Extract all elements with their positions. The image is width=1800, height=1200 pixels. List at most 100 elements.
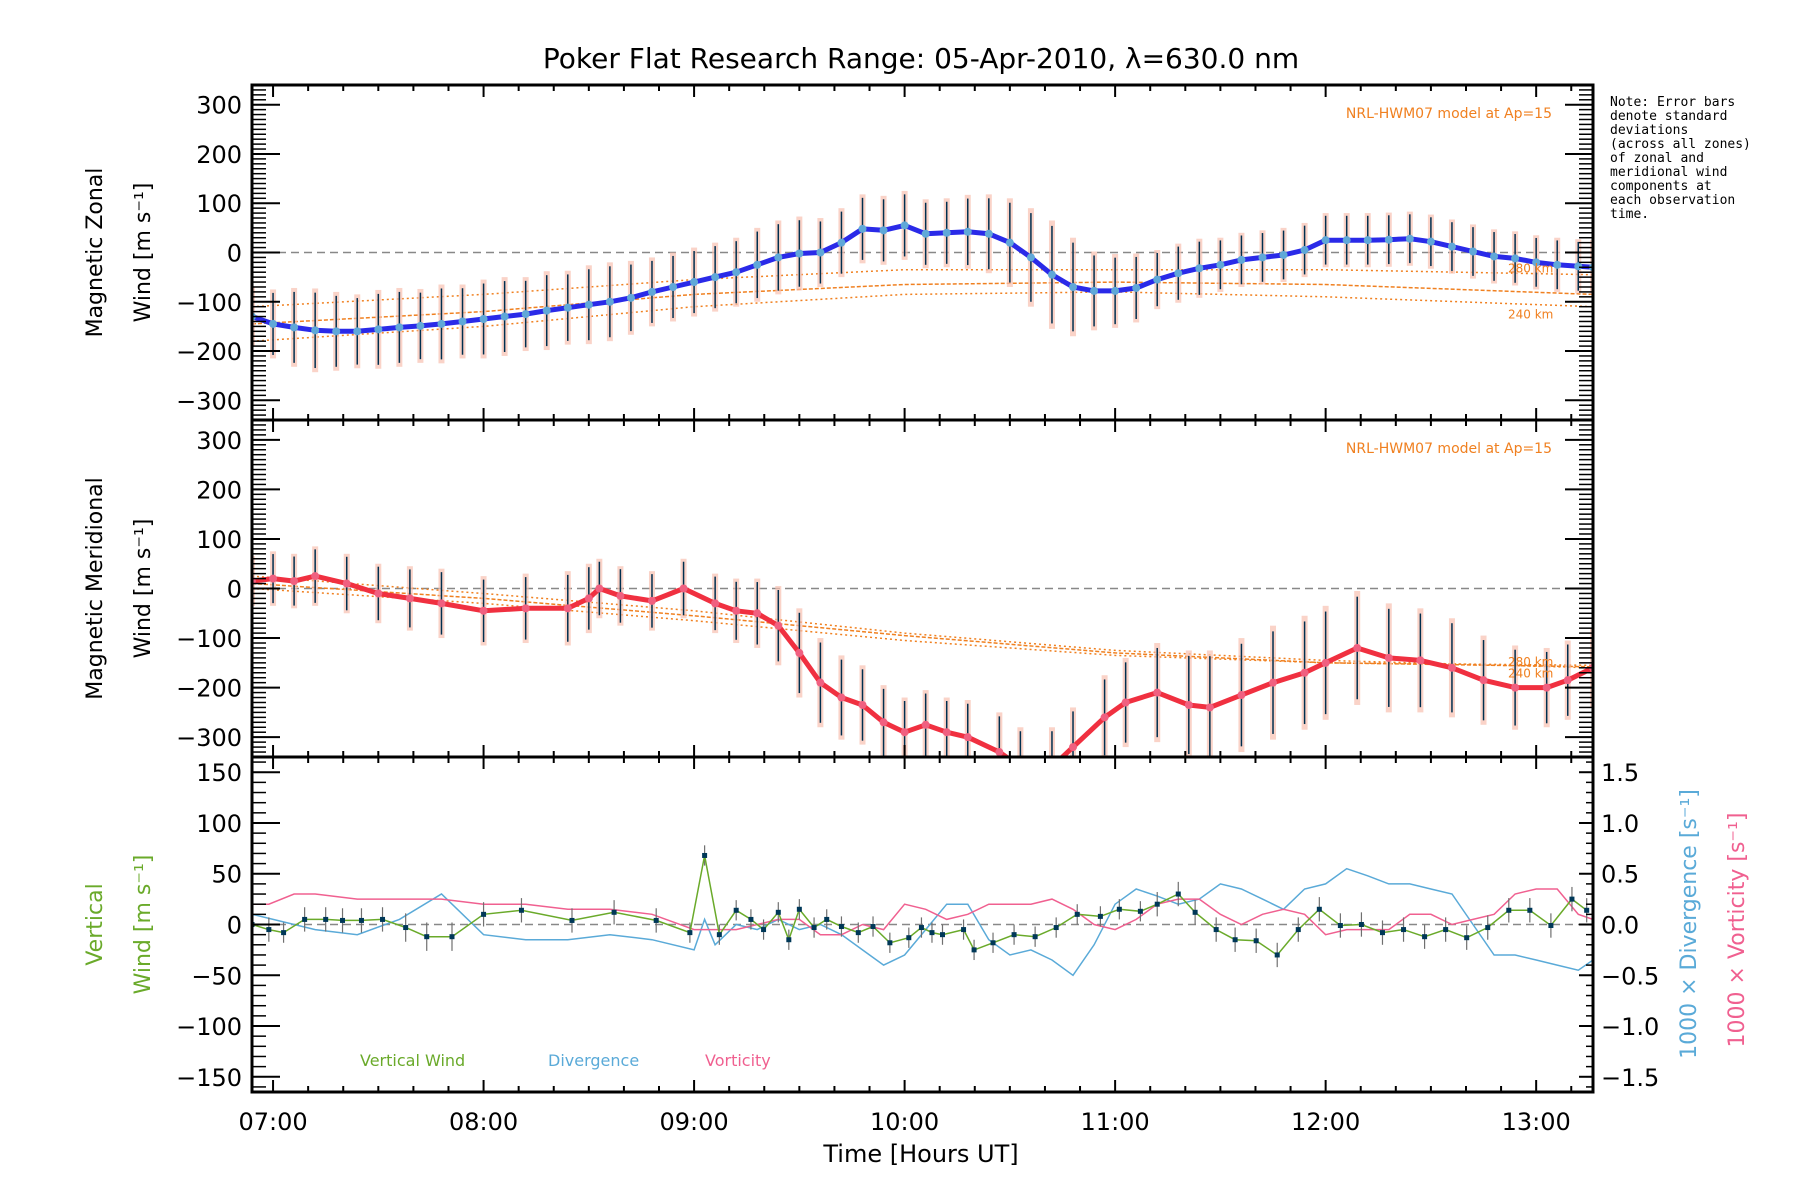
data-point <box>1384 235 1393 244</box>
data-point <box>1175 891 1181 897</box>
x-tick-label: 09:00 <box>660 1108 729 1136</box>
data-point <box>1532 258 1541 267</box>
data-point <box>1342 236 1351 245</box>
data-point <box>332 327 341 336</box>
data-point <box>1195 264 1204 273</box>
panel-zonal: NRL-HWM07 model at Ap=15 280 km 240 km 300 2… <box>83 83 1595 422</box>
data-point <box>1553 260 1562 269</box>
y-axis-label-line2: Wind [m s⁻¹] <box>131 519 156 659</box>
panel-plot-area <box>252 546 1593 771</box>
divergence-line <box>252 867 1593 977</box>
data-point <box>1154 901 1160 907</box>
data-point <box>1237 691 1246 700</box>
data-point <box>1384 653 1393 662</box>
data-point <box>1422 934 1428 940</box>
data-point <box>1116 906 1122 912</box>
error-bar-note: Note: Error bars denote standard deviati… <box>1610 95 1751 222</box>
right-tick-label: 1.5 <box>1601 759 1639 787</box>
data-point <box>796 906 802 912</box>
data-point <box>879 226 888 235</box>
data-point <box>1542 683 1551 692</box>
model-curve-280-km <box>252 268 1593 308</box>
data-point <box>1184 700 1193 709</box>
data-point <box>1048 763 1056 771</box>
data-point <box>870 924 876 930</box>
data-point <box>995 748 1004 757</box>
data-point <box>481 911 487 917</box>
data-point <box>1069 282 1078 291</box>
y-tick-label: −100 <box>176 625 242 653</box>
data-point <box>1074 911 1080 917</box>
y-tick-label: 300 <box>196 427 242 455</box>
y-tick-label: −200 <box>176 675 242 703</box>
altitude-label: 240 km <box>1508 308 1553 322</box>
data-point <box>816 678 825 687</box>
y-tick-label: 50 <box>211 861 242 889</box>
right-tick-label: 0.5 <box>1601 861 1639 889</box>
data-point <box>647 596 656 605</box>
data-point <box>748 916 754 922</box>
data-point <box>405 594 414 603</box>
panel-plot-area <box>252 845 1593 977</box>
y-tick-label: 0 <box>227 240 242 268</box>
data-point <box>887 940 893 946</box>
data-point <box>963 227 972 236</box>
altitude-label: 280 km <box>1508 262 1553 276</box>
data-point <box>595 584 604 593</box>
data-point <box>971 947 977 953</box>
data-point <box>838 924 844 930</box>
data-point <box>1121 698 1130 707</box>
y-axis-label-line1: Magnetic Meridional <box>83 477 108 699</box>
data-point <box>311 326 320 335</box>
data-point <box>1153 688 1162 697</box>
data-point <box>1192 909 1198 915</box>
y-tick-label: 0 <box>227 912 242 940</box>
data-point <box>1032 934 1038 940</box>
y-axis-label-line1: Magnetic Zonal <box>83 168 108 338</box>
data-point <box>753 609 762 618</box>
data-point <box>1090 286 1099 295</box>
y-tick-label: 100 <box>196 810 242 838</box>
data-point <box>500 312 509 321</box>
data-point <box>342 579 351 588</box>
right-axis-label-divergence: 1000 × Divergence [s⁻¹] <box>1677 789 1702 1059</box>
data-point <box>963 733 972 742</box>
y-tick-label: −200 <box>176 338 242 366</box>
data-point <box>416 321 425 330</box>
data-point <box>563 303 572 312</box>
data-point <box>918 925 924 931</box>
data-point <box>1321 658 1330 667</box>
data-point <box>1447 242 1456 251</box>
data-point <box>858 224 867 233</box>
data-point <box>269 574 278 583</box>
data-point <box>1511 254 1520 263</box>
data-point <box>702 852 708 858</box>
data-point <box>605 297 614 306</box>
altitude-label: 240 km <box>1508 666 1553 680</box>
data-point <box>1490 252 1499 261</box>
data-point <box>1279 250 1288 259</box>
data-point <box>1232 937 1238 943</box>
data-point <box>1405 234 1414 243</box>
data-point <box>1584 907 1590 913</box>
data-point <box>1569 896 1575 902</box>
data-point <box>774 253 783 262</box>
data-point <box>732 606 741 615</box>
data-point <box>403 925 409 931</box>
y-tick-label: −50 <box>191 962 242 990</box>
data-point <box>563 604 572 613</box>
data-point <box>1011 932 1017 938</box>
data-point <box>732 268 741 277</box>
data-point <box>1005 238 1014 247</box>
data-point <box>1274 952 1280 958</box>
data-point <box>1479 676 1488 685</box>
data-point <box>1174 269 1183 278</box>
y-axis-label-line2: Wind [m s⁻¹] <box>131 855 156 995</box>
data-point <box>616 591 625 600</box>
y-tick-label: −300 <box>176 724 242 752</box>
data-point <box>837 693 846 702</box>
data-point <box>1337 923 1343 929</box>
data-point <box>855 930 861 936</box>
data-point <box>1447 663 1456 672</box>
